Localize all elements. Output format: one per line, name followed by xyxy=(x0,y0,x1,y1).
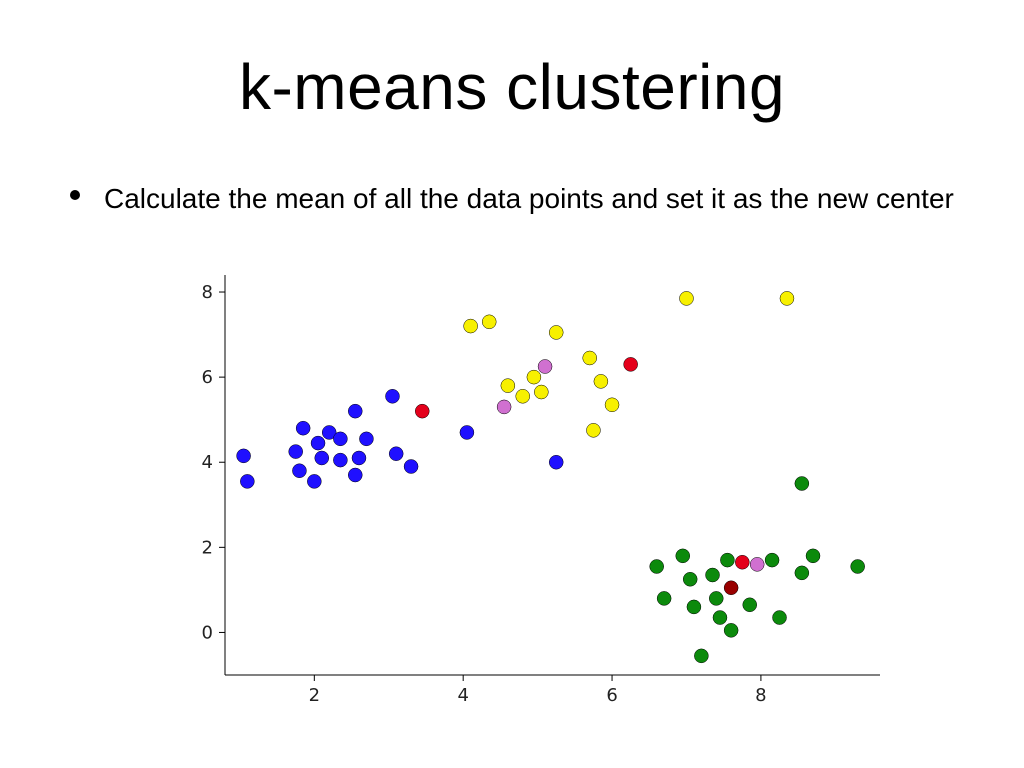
data-point xyxy=(404,459,418,473)
data-point xyxy=(549,455,563,469)
data-point xyxy=(706,568,720,582)
data-point xyxy=(795,566,809,580)
data-point xyxy=(709,591,723,605)
bullet-text: Calculate the mean of all the data point… xyxy=(104,180,954,218)
data-point xyxy=(765,553,779,567)
data-point xyxy=(352,451,366,465)
data-point xyxy=(713,611,727,625)
svg-text:8: 8 xyxy=(202,282,213,303)
data-point xyxy=(679,291,693,305)
data-point xyxy=(497,400,511,414)
data-point xyxy=(773,611,787,625)
data-point xyxy=(460,425,474,439)
data-point xyxy=(724,623,738,637)
data-point xyxy=(795,477,809,491)
data-point xyxy=(385,389,399,403)
data-point xyxy=(482,315,496,329)
data-point xyxy=(464,319,478,333)
data-point xyxy=(605,398,619,412)
chart-svg: 2 4 6 8 0 2 4 6 8 xyxy=(170,265,890,715)
data-point xyxy=(389,447,403,461)
data-point xyxy=(292,464,306,478)
slide: k-means clustering Calculate the mean of… xyxy=(0,0,1024,768)
data-point xyxy=(534,385,548,399)
data-point xyxy=(315,451,329,465)
data-point xyxy=(724,581,738,595)
data-point xyxy=(348,404,362,418)
data-point xyxy=(311,436,325,450)
data-point xyxy=(538,359,552,373)
data-point xyxy=(307,474,321,488)
data-point xyxy=(743,598,757,612)
data-point xyxy=(240,474,254,488)
svg-text:2: 2 xyxy=(309,685,320,706)
svg-text:6: 6 xyxy=(606,685,617,706)
svg-text:8: 8 xyxy=(755,685,766,706)
data-point xyxy=(333,453,347,467)
data-point xyxy=(657,591,671,605)
data-point xyxy=(735,555,749,569)
data-point xyxy=(851,559,865,573)
data-point xyxy=(516,389,530,403)
data-point xyxy=(549,325,563,339)
data-point xyxy=(333,432,347,446)
data-point xyxy=(683,572,697,586)
svg-text:0: 0 xyxy=(202,622,213,643)
data-point xyxy=(296,421,310,435)
bullet-dot-icon xyxy=(70,190,80,200)
data-point xyxy=(415,404,429,418)
data-point xyxy=(348,468,362,482)
bullet-row: Calculate the mean of all the data point… xyxy=(70,180,964,218)
svg-text:4: 4 xyxy=(457,685,468,706)
svg-text:2: 2 xyxy=(202,537,213,558)
data-point xyxy=(501,379,515,393)
data-point xyxy=(780,291,794,305)
scatter-chart: 2 4 6 8 0 2 4 6 8 xyxy=(170,265,890,715)
data-point xyxy=(720,553,734,567)
data-point xyxy=(624,357,638,371)
data-point xyxy=(687,600,701,614)
data-point xyxy=(694,649,708,663)
data-point xyxy=(676,549,690,563)
svg-text:6: 6 xyxy=(202,367,213,388)
data-point xyxy=(359,432,373,446)
data-point xyxy=(586,423,600,437)
data-point xyxy=(583,351,597,365)
data-point xyxy=(237,449,251,463)
slide-title: k-means clustering xyxy=(0,50,1024,124)
data-point xyxy=(750,557,764,571)
data-point xyxy=(289,445,303,459)
data-point xyxy=(650,559,664,573)
data-point xyxy=(527,370,541,384)
data-point xyxy=(594,374,608,388)
data-point xyxy=(806,549,820,563)
svg-text:4: 4 xyxy=(202,452,213,473)
